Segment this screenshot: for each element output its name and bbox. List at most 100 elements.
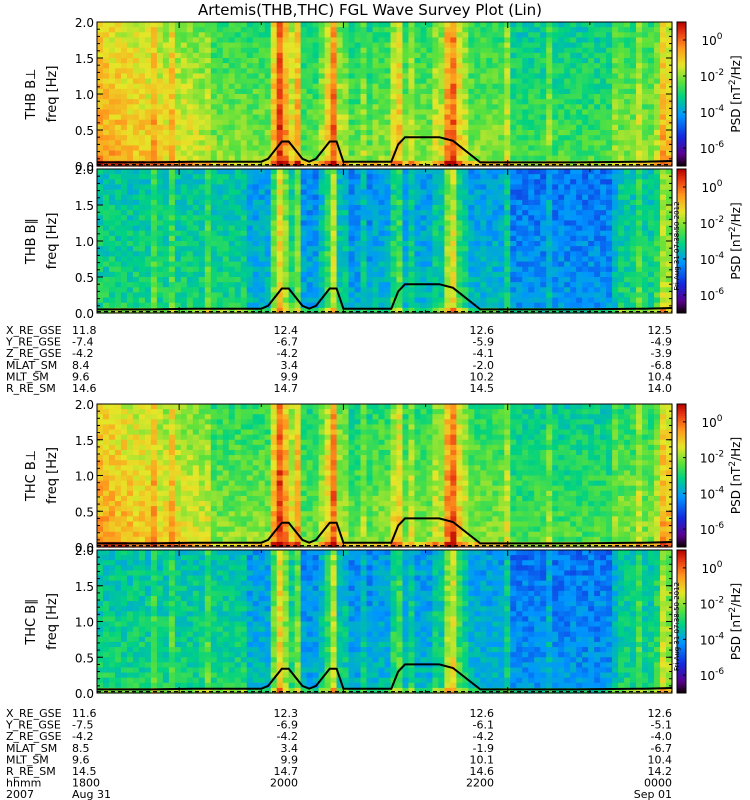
spectrogram-cell bbox=[300, 292, 308, 299]
spectrogram-cell bbox=[366, 27, 374, 33]
spectrogram-cell bbox=[534, 47, 541, 54]
spectrogram-cell bbox=[444, 246, 451, 252]
spectrogram-cell bbox=[186, 22, 194, 28]
spectrogram-cell bbox=[97, 99, 104, 105]
spectrogram-cell bbox=[318, 145, 326, 152]
spectrogram-cell bbox=[108, 256, 116, 263]
spectrogram-cell bbox=[180, 145, 188, 152]
spectrogram-cell bbox=[354, 140, 362, 147]
spectrogram-cell bbox=[216, 124, 224, 131]
spectrogram-cell bbox=[504, 42, 511, 49]
spectrogram-cell bbox=[108, 124, 116, 131]
spectrogram-cell bbox=[192, 73, 200, 80]
spectrogram-cell bbox=[396, 150, 404, 157]
spectrogram-cell bbox=[510, 52, 517, 59]
spectrogram-cell bbox=[516, 271, 523, 278]
colorbar-segment bbox=[677, 22, 686, 25]
spectrogram-cell bbox=[138, 83, 146, 90]
spectrogram-cell bbox=[306, 277, 314, 283]
spectrogram-cell bbox=[144, 88, 152, 95]
spectrogram-cell bbox=[306, 130, 314, 136]
spectrogram-cell bbox=[186, 194, 194, 201]
spectrogram-cell bbox=[594, 145, 601, 152]
spectrogram-cell bbox=[504, 277, 511, 283]
spectrogram-cell bbox=[294, 277, 302, 283]
spectrogram-cell bbox=[156, 52, 164, 59]
spectrogram-cell bbox=[150, 78, 158, 85]
spectrogram-cell bbox=[456, 63, 463, 69]
spectrogram-cell bbox=[150, 109, 158, 116]
spectrogram-cell bbox=[396, 174, 404, 180]
spectrogram-cell bbox=[108, 179, 116, 186]
spectrogram-cell bbox=[162, 32, 170, 39]
spectrogram-cell bbox=[468, 215, 475, 222]
spectrogram-cell bbox=[546, 307, 553, 314]
spectrogram-cell bbox=[132, 88, 140, 95]
spectrogram-cell bbox=[528, 179, 535, 186]
spectrogram-cell bbox=[474, 230, 481, 237]
spectrogram-cell bbox=[384, 199, 392, 206]
spectrogram-cell bbox=[528, 37, 535, 44]
spectrogram-cell bbox=[510, 150, 517, 157]
spectrogram-cell bbox=[378, 205, 386, 211]
spectrogram-cell bbox=[384, 174, 392, 180]
spectrogram-cell bbox=[576, 155, 583, 162]
spectrogram-cell bbox=[102, 83, 110, 90]
spectrogram-cell bbox=[300, 78, 308, 85]
spectrogram-cell bbox=[306, 199, 314, 206]
spectrogram-cell bbox=[570, 160, 577, 167]
spectrogram-cell bbox=[132, 307, 140, 314]
spectrogram-cell bbox=[312, 307, 320, 314]
spectrogram-cell bbox=[114, 297, 122, 304]
spectrogram-cell bbox=[564, 68, 571, 75]
colorbar-segment bbox=[677, 43, 686, 47]
spectrogram-cell bbox=[432, 292, 440, 299]
spectrogram-cell bbox=[240, 225, 248, 232]
spectrogram-cell bbox=[420, 140, 428, 147]
spectrogram-cell bbox=[240, 94, 248, 100]
spectrogram-cell bbox=[516, 47, 523, 54]
spectrogram-cell bbox=[97, 189, 104, 196]
spectrogram-cell bbox=[180, 307, 188, 314]
spectrogram-cell bbox=[498, 155, 505, 162]
spectrogram-cell bbox=[636, 135, 643, 141]
spectrogram-cell bbox=[204, 109, 212, 116]
spectrogram-cell bbox=[612, 68, 619, 75]
spectrogram-cell bbox=[150, 145, 158, 152]
spectrogram-cell bbox=[276, 174, 284, 180]
spectrogram-cell bbox=[468, 68, 475, 75]
spectrogram-cell bbox=[162, 215, 170, 222]
spectrogram-cell bbox=[342, 292, 350, 299]
colorbar-segment bbox=[677, 146, 686, 150]
spectrogram-cell bbox=[504, 210, 511, 216]
spectrogram-cell bbox=[258, 194, 266, 201]
spectrogram-cell bbox=[222, 210, 230, 216]
spectrogram-cell bbox=[402, 241, 410, 247]
spectrogram-cell bbox=[342, 42, 350, 49]
spectrogram-cell bbox=[288, 179, 296, 186]
spectrogram-cell bbox=[306, 63, 314, 69]
spectrogram-cell bbox=[162, 266, 170, 273]
spectrogram-cell bbox=[444, 282, 451, 288]
spectrogram-cell bbox=[504, 302, 511, 309]
spectrogram-cell bbox=[378, 277, 386, 283]
spectrogram-cell bbox=[126, 189, 134, 196]
spectrogram-cell bbox=[348, 220, 356, 227]
spectrogram-cell bbox=[102, 150, 110, 157]
spectrogram-cell bbox=[468, 42, 475, 49]
spectrogram-cell bbox=[138, 32, 146, 39]
spectrogram-cell bbox=[516, 179, 523, 186]
spectrogram-cell bbox=[552, 47, 559, 54]
spectrogram-cell bbox=[204, 302, 212, 309]
spectrogram-cell bbox=[216, 155, 224, 162]
spectrogram-cell bbox=[144, 261, 152, 268]
spectrogram-cell bbox=[120, 256, 128, 263]
spectrogram-cell bbox=[270, 22, 278, 28]
spectrogram-cell bbox=[402, 210, 410, 216]
spectrogram-cell bbox=[204, 42, 212, 49]
spectrogram-cell bbox=[378, 37, 386, 44]
spectrogram-cell bbox=[282, 63, 290, 69]
spectrogram-cell bbox=[312, 63, 320, 69]
spectrogram-cell bbox=[300, 256, 308, 263]
spectrogram-cell bbox=[540, 140, 547, 147]
